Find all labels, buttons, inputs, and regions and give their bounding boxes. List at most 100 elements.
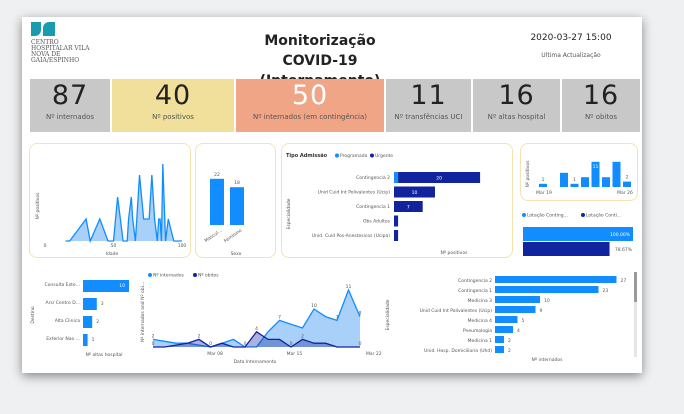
data-label: 0 bbox=[290, 341, 293, 347]
bar bbox=[495, 336, 504, 343]
admission-chart-panel: Tipo Admissão Programada Urgente Contingenc… bbox=[281, 143, 513, 258]
category-label: Obs Adultos bbox=[363, 219, 391, 225]
kpi-card: 50 Nº internados (em contingência) bbox=[236, 79, 384, 132]
kpi-label: Nº positivos bbox=[152, 113, 194, 121]
data-label: 1 bbox=[542, 177, 545, 183]
data-label: 5 bbox=[522, 318, 525, 324]
kpi-card: 16 Nº altas hospital bbox=[473, 79, 560, 132]
legend-dot bbox=[193, 273, 197, 277]
data-label: 10 bbox=[311, 303, 317, 309]
data-label: 2 bbox=[508, 348, 511, 354]
bar bbox=[581, 177, 589, 187]
data-label: 20 bbox=[436, 176, 442, 182]
bar bbox=[602, 177, 610, 187]
bar bbox=[83, 298, 97, 310]
kpi-value: 87 bbox=[51, 80, 89, 111]
kpi-value: 16 bbox=[498, 80, 535, 111]
last-update-date: 2020-03-27 15:00 bbox=[530, 33, 612, 43]
kpi-card: 11 Nº transfências UCI bbox=[386, 79, 471, 132]
bar bbox=[495, 316, 518, 323]
kpi-card: 40 Nº positivos bbox=[112, 79, 234, 132]
data-label: 0 bbox=[359, 341, 362, 347]
sex-chart: 22 Mascul... 18 Feminino Sexo bbox=[203, 172, 244, 257]
bar bbox=[495, 276, 617, 283]
bar bbox=[210, 178, 224, 225]
daily-positives-panel: 1 1 11 2 Mar 19 Mar 26 Nº positivos bbox=[520, 143, 638, 201]
kpi-value: 11 bbox=[410, 80, 447, 111]
data-label: 2 bbox=[626, 175, 629, 181]
x-tick: 0 bbox=[44, 243, 47, 249]
age-line bbox=[65, 163, 182, 244]
data-label: 0 bbox=[209, 341, 212, 347]
legend-dot bbox=[370, 153, 374, 158]
data-label: 10 bbox=[544, 298, 550, 304]
bar bbox=[83, 334, 88, 346]
category-label: Unid. Cuid Pos-Anestesicos (Ucipa) bbox=[312, 233, 390, 239]
x-axis-label: Data Internamento bbox=[234, 359, 277, 365]
category-label: Alta Clinica bbox=[55, 318, 81, 324]
bar bbox=[523, 227, 633, 241]
data-label: 78.67% bbox=[615, 247, 633, 253]
data-label: 4 bbox=[255, 326, 258, 332]
data-label: 23 bbox=[603, 288, 609, 294]
category-label: Contingencia 2 bbox=[458, 278, 492, 284]
legend-label: Nº internados bbox=[153, 273, 185, 279]
bar bbox=[495, 306, 536, 313]
legend-dot bbox=[581, 213, 585, 217]
data-label: 9 bbox=[540, 308, 543, 314]
y-axis-label: Destino bbox=[30, 306, 36, 323]
admission-chart: Tipo Admissão Programada Urgente Contingenc… bbox=[286, 153, 481, 256]
bar bbox=[394, 201, 423, 212]
x-tick: Mar 15 bbox=[287, 351, 303, 357]
data-label: 1 bbox=[573, 177, 576, 183]
category-label: Feminino bbox=[223, 228, 243, 245]
bar bbox=[394, 172, 399, 183]
legend-label: Lotação Conting... bbox=[527, 213, 568, 219]
last-update-label: Ultima Actualização bbox=[541, 52, 601, 59]
bar bbox=[495, 296, 540, 303]
area bbox=[153, 290, 360, 347]
data-label: 10 bbox=[412, 190, 418, 196]
scrollbar[interactable] bbox=[634, 272, 637, 357]
bar bbox=[83, 316, 93, 328]
legend-label: Nº obitos bbox=[198, 273, 219, 279]
kpi-value: 40 bbox=[154, 80, 192, 111]
data-label: 22 bbox=[214, 172, 220, 178]
category-label: Ars/ Centro D... bbox=[46, 300, 80, 306]
legend-dot bbox=[148, 273, 152, 277]
bar bbox=[394, 186, 435, 198]
y-axis-label: Nº internados and Nº obi... bbox=[140, 282, 146, 342]
category-label: Contingencia 2 bbox=[356, 175, 390, 181]
y-axis-label: Nº positivos bbox=[525, 160, 531, 188]
x-tick: 100 bbox=[178, 243, 187, 249]
bar bbox=[612, 161, 621, 187]
data-label: 0 bbox=[244, 341, 247, 347]
data-label: 8 bbox=[359, 311, 362, 317]
legend-label: Urgente bbox=[375, 153, 393, 159]
category-label: Contingencia 1 bbox=[458, 288, 492, 294]
category-label: Consulta Exte... bbox=[45, 282, 80, 288]
category-label: Mascul... bbox=[203, 228, 223, 244]
kpi-label: Nº internados bbox=[45, 113, 95, 121]
x-tick: Mar 08 bbox=[207, 351, 223, 357]
data-label: 0 bbox=[152, 341, 155, 347]
bar bbox=[83, 280, 129, 292]
age-area bbox=[65, 164, 182, 241]
data-label: 11 bbox=[593, 164, 599, 170]
data-label: 11 bbox=[346, 284, 352, 290]
data-label: 2 bbox=[96, 319, 99, 325]
series-line bbox=[153, 330, 360, 348]
x-axis-label: Idade bbox=[106, 251, 119, 257]
data-label: 2 bbox=[301, 333, 304, 339]
scrollbar-thumb[interactable] bbox=[634, 272, 637, 302]
bar bbox=[394, 215, 399, 227]
logo-icon bbox=[31, 22, 55, 36]
legend-label: Programada bbox=[340, 153, 368, 159]
data-label: 100.00% bbox=[610, 232, 631, 238]
category-label: Unid Cuid Int Polivalentes (Ucip) bbox=[420, 308, 493, 314]
kpi-label: Nº transfências UCI bbox=[394, 113, 463, 121]
y-axis-label: Nº positivos bbox=[35, 192, 41, 220]
kpi-label: Nº altas hospital bbox=[487, 113, 546, 121]
category-label: Exterior Nao ... bbox=[46, 336, 80, 342]
data-label: 2 bbox=[152, 333, 155, 339]
